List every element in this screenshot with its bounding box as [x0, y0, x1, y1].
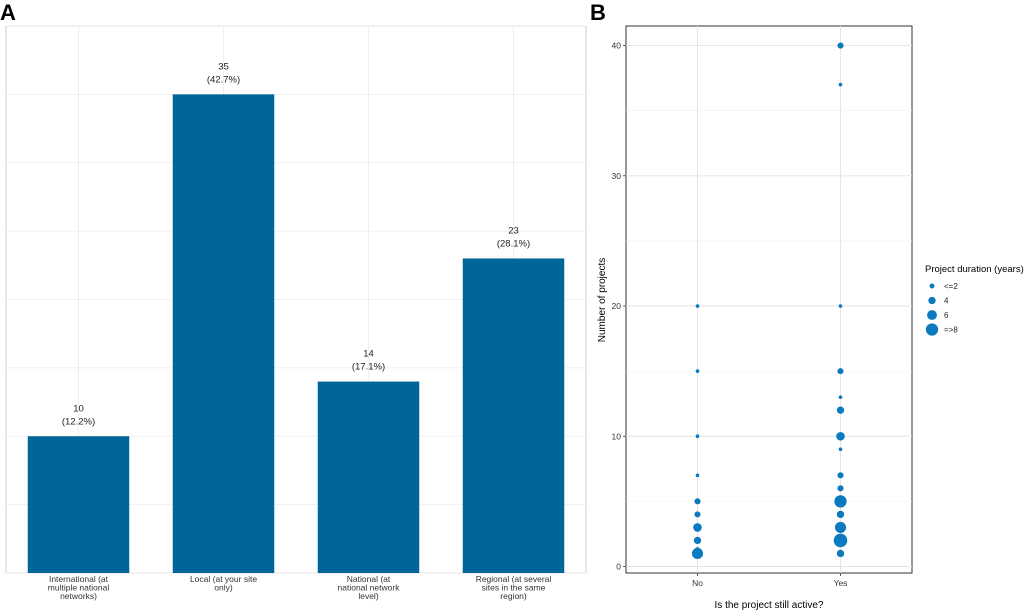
scatter-point — [834, 495, 847, 508]
scatter-point — [834, 521, 847, 533]
x-tick-label: Local (at your site — [190, 574, 257, 584]
panel-b-letter: B — [590, 0, 606, 25]
scatter-point — [836, 510, 845, 519]
scatter-point — [693, 536, 702, 545]
x-tick-label: No — [692, 578, 703, 588]
x-tick-label: national network — [338, 583, 401, 593]
bar-percent-label: (17.1%) — [352, 362, 385, 373]
legend-items: <=2 4 6 =>8 — [925, 282, 958, 336]
legend-label: <=2 — [944, 282, 958, 291]
scatter-point — [695, 473, 700, 478]
bar-percent-label: (28.1%) — [497, 238, 530, 249]
legend-title: Project duration (years) — [925, 264, 1024, 275]
x-tick-label: only) — [214, 583, 233, 593]
x-tick-label: Regional (at several — [476, 574, 552, 584]
panel-a-bar-chart: 10 (12.2%) 35 (42.7%) 14 (17.1%) 23 (28.1%) Int… — [5, 25, 587, 601]
scatter-point — [837, 472, 844, 479]
x-tick-label: region) — [500, 591, 527, 601]
scatter-point — [695, 434, 700, 439]
panel-b-grid — [626, 26, 912, 573]
scatter-point — [836, 406, 845, 414]
bar-percent-label: (42.7%) — [207, 74, 240, 85]
scatter-point — [838, 82, 843, 87]
y-tick-label: 20 — [612, 301, 622, 311]
legend-key — [929, 283, 935, 289]
scatter-point — [695, 369, 700, 373]
scatter-point — [838, 395, 843, 399]
x-tick-label: networks) — [60, 591, 97, 601]
scatter-point — [694, 498, 701, 505]
y-tick-label: 10 — [612, 431, 622, 441]
scatter-point — [837, 368, 844, 375]
scatter-point — [836, 431, 845, 441]
panel-b-y-tick-labels: 0 10 20 30 40 — [612, 41, 626, 571]
bar-value-label: 23 — [508, 225, 519, 236]
bar — [462, 258, 565, 573]
y-tick-label: 30 — [612, 171, 622, 181]
legend-label: =>8 — [944, 326, 958, 335]
scatter-point — [836, 549, 845, 558]
scatter-point — [693, 523, 702, 532]
x-tick-label: multiple national — [48, 583, 110, 593]
scatter-point — [838, 447, 843, 452]
bar-percent-label: (12.2%) — [62, 416, 95, 427]
scatter-point — [695, 304, 700, 308]
bar — [27, 436, 130, 573]
bar — [317, 381, 420, 573]
panel-a-bars — [27, 94, 565, 573]
x-tick-label: level) — [358, 591, 378, 601]
y-tick-label: 40 — [612, 41, 622, 51]
x-tick-label: sites in the same — [482, 583, 546, 593]
bar — [172, 94, 275, 573]
bar-value-label: 10 — [73, 403, 84, 414]
scatter-point — [694, 511, 701, 518]
bar-value-label: 14 — [363, 349, 374, 360]
scatter-point — [837, 485, 844, 492]
scatter-point — [838, 304, 843, 308]
legend-label: 4 — [944, 297, 949, 306]
panel-b-legend: Project duration (years) <=2 4 6 =>8 — [925, 264, 1024, 336]
x-tick-label: Yes — [834, 578, 848, 588]
legend-key — [928, 296, 936, 305]
panel-b-points — [691, 42, 848, 560]
panel-b-scatter-chart: 0 10 20 30 40 No Yes Is the project still act… — [597, 25, 1024, 611]
panel-a-letter: A — [0, 0, 16, 25]
panel-b-x-axis-title: Is the project still active? — [715, 600, 824, 611]
legend-key — [925, 323, 939, 336]
legend-label: 6 — [944, 311, 949, 320]
x-tick-label: National (at — [347, 574, 391, 584]
bar-value-label: 35 — [218, 61, 229, 72]
panel-b-y-axis-title: Number of projects — [597, 258, 608, 342]
x-tick-label: International (at — [49, 574, 109, 584]
scatter-point — [833, 533, 848, 548]
legend-key — [927, 310, 937, 320]
scatter-point — [691, 547, 704, 560]
panel-b-x-tick-labels: No Yes — [692, 573, 847, 588]
panel-b-plot-area — [625, 25, 913, 574]
y-tick-label: 0 — [616, 561, 621, 571]
scatter-point — [837, 42, 844, 49]
panel-a-data-labels: 10 (12.2%) 35 (42.7%) 14 (17.1%) 23 (28.1%) — [62, 61, 530, 427]
